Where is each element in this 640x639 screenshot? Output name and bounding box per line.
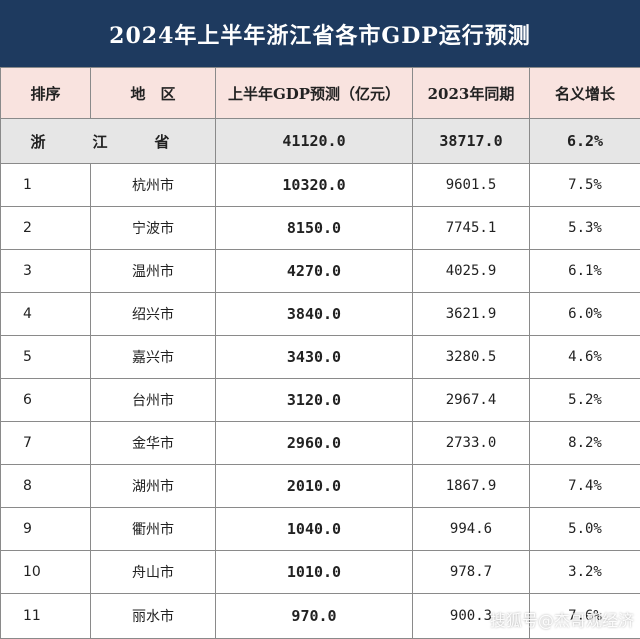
header-region: 地 区 <box>91 68 216 119</box>
rank-cell: 6 <box>1 379 91 422</box>
rank-cell: 1 <box>1 164 91 207</box>
predicted-cell: 1040.0 <box>216 508 413 551</box>
province-name: 浙 江 省 <box>1 119 216 164</box>
growth-cell: 8.2% <box>530 422 640 465</box>
city-cell: 杭州市 <box>91 164 216 207</box>
prior-cell: 978.7 <box>413 551 530 594</box>
prior-cell: 3621.9 <box>413 293 530 336</box>
predicted-cell: 2010.0 <box>216 465 413 508</box>
rank-cell: 10 <box>1 551 91 594</box>
rank-cell: 8 <box>1 465 91 508</box>
city-cell: 台州市 <box>91 379 216 422</box>
rank-cell: 3 <box>1 250 91 293</box>
rank-cell: 11 <box>1 594 91 639</box>
predicted-cell: 1010.0 <box>216 551 413 594</box>
predicted-cell: 3430.0 <box>216 336 413 379</box>
city-cell: 绍兴市 <box>91 293 216 336</box>
header-row: 排序 地 区 上半年GDP预测（亿元） 2023年同期 名义增长 <box>1 68 640 119</box>
predicted-cell: 2960.0 <box>216 422 413 465</box>
prior-cell: 2967.4 <box>413 379 530 422</box>
prior-cell: 994.6 <box>413 508 530 551</box>
province-predicted: 41120.0 <box>216 119 413 164</box>
province-prior: 38717.0 <box>413 119 530 164</box>
predicted-cell: 4270.0 <box>216 250 413 293</box>
growth-cell: 6.1% <box>530 250 640 293</box>
city-cell: 丽水市 <box>91 594 216 639</box>
city-cell: 温州市 <box>91 250 216 293</box>
city-cell: 嘉兴市 <box>91 336 216 379</box>
growth-cell: 7.4% <box>530 465 640 508</box>
growth-cell: 5.3% <box>530 207 640 250</box>
growth-cell: 5.2% <box>530 379 640 422</box>
prior-cell: 9601.5 <box>413 164 530 207</box>
rank-cell: 5 <box>1 336 91 379</box>
predicted-cell: 10320.0 <box>216 164 413 207</box>
province-growth: 6.2% <box>530 119 640 164</box>
city-cell: 宁波市 <box>91 207 216 250</box>
prior-cell: 3280.5 <box>413 336 530 379</box>
rank-cell: 2 <box>1 207 91 250</box>
header-rank: 排序 <box>1 68 91 119</box>
rank-cell: 7 <box>1 422 91 465</box>
city-cell: 舟山市 <box>91 551 216 594</box>
table-title: 2024年上半年浙江省各市GDP运行预测 <box>0 0 640 67</box>
prior-cell: 1867.9 <box>413 465 530 508</box>
header-growth: 名义增长 <box>530 68 640 119</box>
rank-cell: 4 <box>1 293 91 336</box>
predicted-cell: 8150.0 <box>216 207 413 250</box>
header-predicted: 上半年GDP预测（亿元） <box>216 68 413 119</box>
watermark: 搜狐号@杰哥观经济 <box>490 607 634 631</box>
predicted-cell: 3840.0 <box>216 293 413 336</box>
growth-cell: 5.0% <box>530 508 640 551</box>
growth-cell: 6.0% <box>530 293 640 336</box>
city-cell: 金华市 <box>91 422 216 465</box>
predicted-cell: 970.0 <box>216 594 413 639</box>
rank-cell: 9 <box>1 508 91 551</box>
prior-cell: 4025.9 <box>413 250 530 293</box>
city-cell: 衢州市 <box>91 508 216 551</box>
gdp-table: 排序 地 区 上半年GDP预测（亿元） 2023年同期 名义增长 浙 江 省 4… <box>0 67 640 639</box>
province-row: 浙 江 省 41120.0 38717.0 6.2% <box>1 119 640 164</box>
growth-cell: 3.2% <box>530 551 640 594</box>
growth-cell: 7.5% <box>530 164 640 207</box>
prior-cell: 7745.1 <box>413 207 530 250</box>
header-prior: 2023年同期 <box>413 68 530 119</box>
growth-cell: 4.6% <box>530 336 640 379</box>
predicted-cell: 3120.0 <box>216 379 413 422</box>
city-cell: 湖州市 <box>91 465 216 508</box>
prior-cell: 2733.0 <box>413 422 530 465</box>
